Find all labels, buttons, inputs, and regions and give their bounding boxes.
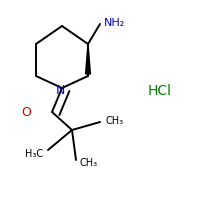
Text: N: N: [55, 84, 65, 97]
Text: CH₃: CH₃: [105, 116, 123, 126]
Text: HCl: HCl: [148, 84, 172, 98]
Text: NH₂: NH₂: [104, 18, 125, 28]
Text: O: O: [21, 106, 31, 119]
Text: H₃C: H₃C: [25, 149, 43, 159]
Polygon shape: [86, 44, 90, 74]
Text: CH₃: CH₃: [79, 158, 97, 168]
